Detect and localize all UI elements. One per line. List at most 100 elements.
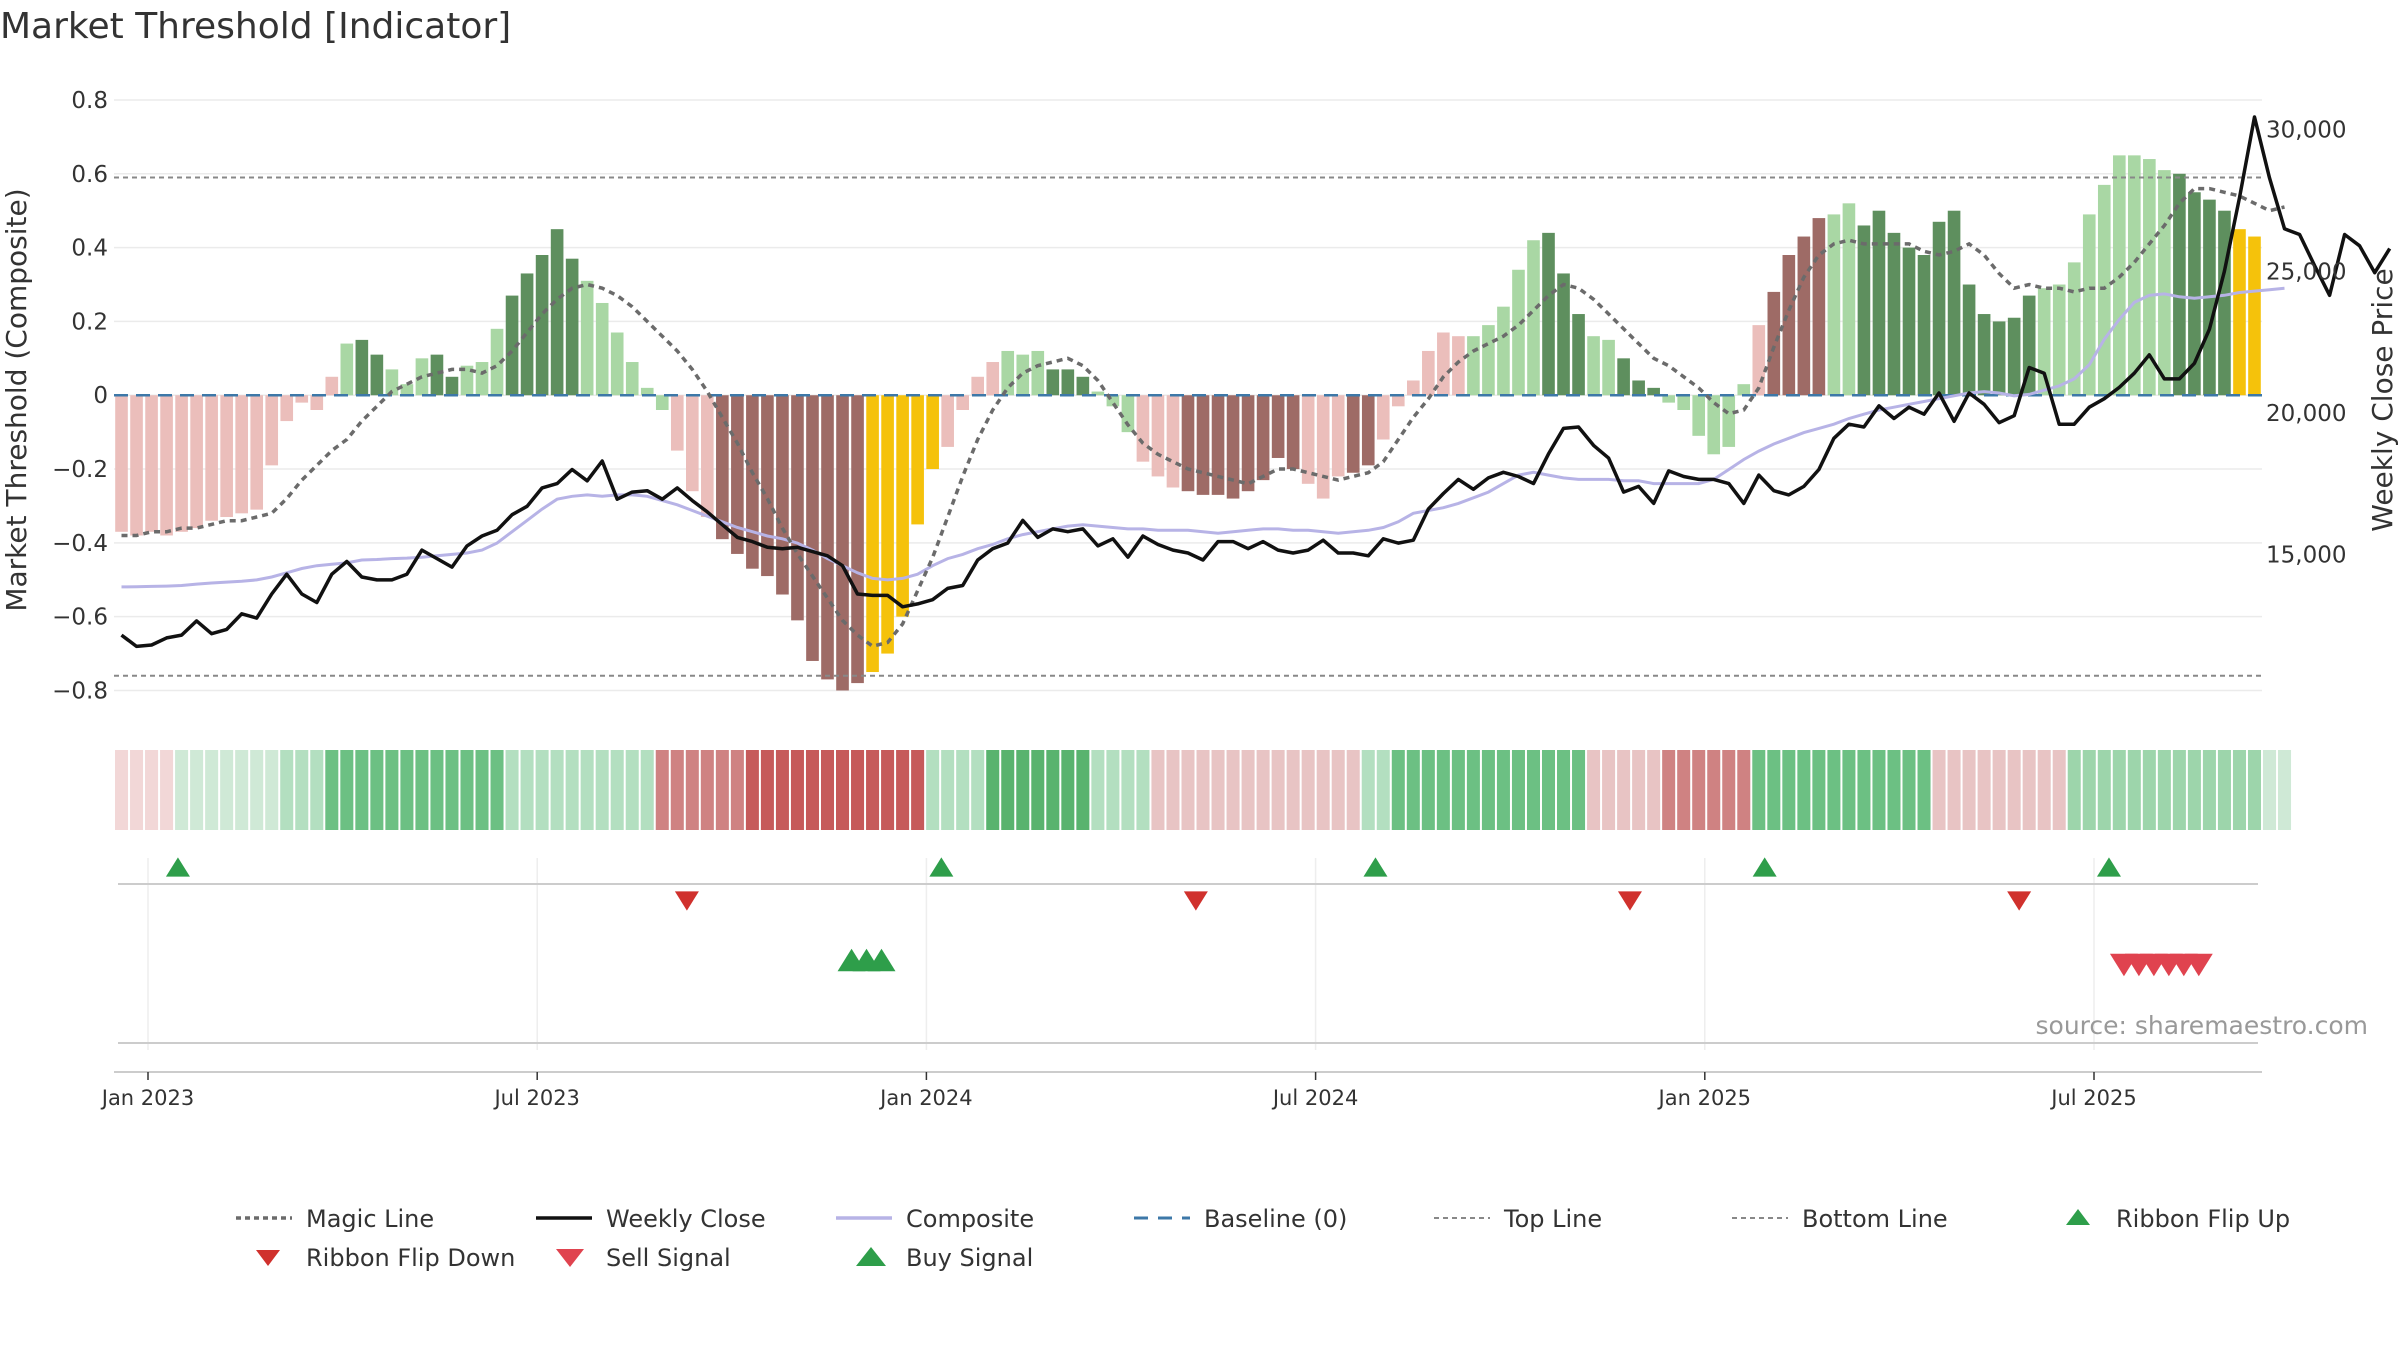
ribbon-cell	[1196, 750, 1210, 830]
composite-bar	[685, 395, 699, 492]
ribbon-cell	[2142, 750, 2156, 830]
left-axis-label: Market Threshold (Composite)	[0, 188, 33, 611]
composite-bar	[2067, 262, 2081, 396]
ribbon-flip-down-marker	[674, 891, 699, 911]
ribbon-cell	[1121, 750, 1135, 830]
ribbon-cell	[1902, 750, 1916, 830]
composite-bar	[1632, 380, 1645, 396]
ribbon-cell	[115, 750, 129, 830]
ribbon-flip-down-marker	[2007, 891, 2032, 911]
ribbon-cell	[881, 750, 895, 830]
composite-bar	[1407, 380, 1420, 396]
ribbon-cell	[805, 750, 819, 830]
composite-bar	[655, 395, 669, 410]
composite-bar	[1962, 284, 1976, 396]
ribbon-cell	[1632, 750, 1646, 830]
ribbon-cell	[670, 750, 684, 830]
ribbon-cell	[1271, 750, 1285, 830]
ribbon-cell	[550, 750, 564, 830]
sell-signal-marker	[2184, 953, 2213, 977]
ribbon-cell	[625, 750, 639, 830]
ribbon-cell	[2007, 750, 2021, 830]
composite-bar	[986, 362, 1000, 396]
ribbon-flip-up-marker	[929, 857, 954, 877]
composite-bar	[1602, 339, 1615, 396]
ribbon-cell	[445, 750, 459, 830]
weekly-close-line	[120, 115, 2392, 649]
ribbon-cell	[956, 750, 970, 830]
ribbon-cell	[1181, 750, 1195, 830]
ribbon-cell	[2082, 750, 2096, 830]
composite-bar	[550, 229, 564, 396]
ribbon-cell	[1977, 750, 1991, 830]
ribbon-cell	[1376, 750, 1390, 830]
composite-bar	[1992, 321, 2006, 396]
ribbon-cell	[1481, 750, 1495, 830]
ribbon-cell	[1887, 750, 1901, 830]
composite-bar	[2173, 173, 2186, 396]
legend-swatch	[856, 1247, 886, 1266]
composite-bar	[1752, 325, 1766, 396]
left-tick-label: 0.8	[71, 88, 108, 114]
ribbon-cell	[1827, 750, 1841, 830]
ribbon-cell	[205, 750, 219, 830]
ribbon-cell	[1451, 750, 1465, 830]
left-tick-label: −0.2	[52, 457, 108, 483]
composite-bar	[1692, 395, 1706, 436]
legend-label: Baseline (0)	[1204, 1205, 1347, 1233]
composite-bar	[1467, 336, 1480, 396]
composite-bar	[1452, 336, 1465, 396]
ribbon-cell	[535, 750, 549, 830]
ribbon-cell	[1767, 750, 1781, 830]
composite-bar	[160, 395, 173, 536]
ribbon-cell	[2127, 750, 2141, 830]
composite-bar	[295, 395, 309, 403]
x-tick-label: Jan 2023	[100, 1086, 195, 1110]
ribbon-cell	[1797, 750, 1811, 830]
ribbon-cell	[1857, 750, 1871, 830]
composite-bar	[1181, 395, 1195, 492]
composite-bar	[460, 365, 474, 396]
composite-bar	[595, 302, 609, 396]
ribbon-cell	[2202, 750, 2216, 830]
ribbon-cell	[520, 750, 534, 830]
ribbon-cell	[775, 750, 789, 830]
composite-bar	[746, 395, 759, 569]
ribbon-cell	[1812, 750, 1826, 830]
ribbon-cell	[130, 750, 144, 830]
ribbon-cell	[1677, 750, 1691, 830]
ribbon-cell	[1737, 750, 1751, 830]
composite-bar	[2082, 214, 2096, 396]
composite-bar	[701, 395, 714, 518]
composite-bar	[971, 376, 985, 396]
ribbon-cell	[1466, 750, 1480, 830]
ribbon-cell	[565, 750, 579, 830]
ribbon-cell	[355, 750, 369, 830]
composite-bar	[1707, 395, 1721, 455]
composite-bar	[1151, 395, 1165, 477]
composite-bar	[1842, 203, 1856, 396]
composite-bar	[1331, 395, 1345, 477]
legend-label: Top Line	[1503, 1205, 1602, 1233]
composite-bar	[1482, 325, 1495, 396]
legend-label: Magic Line	[306, 1205, 434, 1233]
composite-bar	[205, 395, 218, 521]
ribbon-cell	[2278, 750, 2292, 830]
composite-bar	[490, 328, 504, 396]
x-tick-label: Jul 2025	[2049, 1086, 2136, 1110]
ribbon-cell	[715, 750, 729, 830]
composite-bar	[1647, 387, 1660, 396]
ribbon-cell	[610, 750, 624, 830]
right-tick-label: 20,000	[2266, 401, 2346, 427]
ribbon-cell	[175, 750, 189, 830]
ribbon-flip-up-marker	[165, 857, 190, 877]
composite-bar	[1271, 395, 1285, 458]
composite-bar	[400, 384, 414, 396]
composite-bar	[1527, 240, 1540, 396]
composite-bar	[1827, 214, 1841, 396]
composite-bar	[385, 369, 399, 396]
composite-bar	[565, 258, 579, 396]
ribbon-cell	[2187, 750, 2201, 830]
signal-panels	[118, 857, 2258, 1050]
